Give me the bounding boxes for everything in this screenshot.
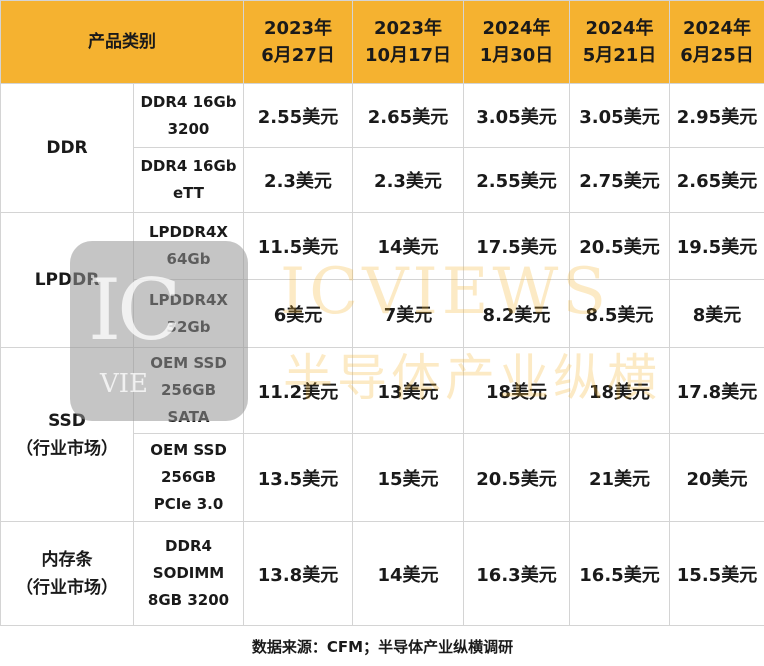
price-cell: 3.05美元 bbox=[464, 84, 570, 148]
price-cell: 6美元 bbox=[244, 280, 353, 348]
price-cell: 2.3美元 bbox=[244, 148, 353, 213]
price-cell: 2.3美元 bbox=[353, 148, 464, 213]
price-cell: 18美元 bbox=[570, 348, 670, 434]
price-cell: 8美元 bbox=[670, 280, 764, 348]
price-cell: 8.2美元 bbox=[464, 280, 570, 348]
header-category: 产品类别 bbox=[1, 1, 244, 84]
price-cell: 8.5美元 bbox=[570, 280, 670, 348]
group-memory-module: 内存条（行业市场） bbox=[1, 522, 134, 626]
price-cell: 20.5美元 bbox=[570, 213, 670, 280]
price-cell: 16.5美元 bbox=[570, 522, 670, 626]
price-cell: 3.05美元 bbox=[570, 84, 670, 148]
price-cell: 20.5美元 bbox=[464, 434, 570, 522]
price-cell: 20美元 bbox=[670, 434, 764, 522]
price-cell: 13美元 bbox=[353, 348, 464, 434]
source-note: 数据来源：CFM；半导体产业纵横调研 bbox=[1, 626, 764, 666]
price-cell: 13.5美元 bbox=[244, 434, 353, 522]
group-lpddr: LPDDR bbox=[1, 213, 134, 348]
price-cell: 18美元 bbox=[464, 348, 570, 434]
price-cell: 14美元 bbox=[353, 213, 464, 280]
price-cell: 17.5美元 bbox=[464, 213, 570, 280]
price-cell: 17.8美元 bbox=[670, 348, 764, 434]
price-cell: 16.3美元 bbox=[464, 522, 570, 626]
price-cell: 15美元 bbox=[353, 434, 464, 522]
price-cell: 2.75美元 bbox=[570, 148, 670, 213]
group-ssd: SSD（行业市场） bbox=[1, 348, 134, 522]
price-cell: 2.55美元 bbox=[244, 84, 353, 148]
price-cell: 14美元 bbox=[353, 522, 464, 626]
footer-row: 数据来源：CFM；半导体产业纵横调研 bbox=[1, 626, 764, 666]
price-cell: 2.65美元 bbox=[670, 148, 764, 213]
price-cell: 7美元 bbox=[353, 280, 464, 348]
price-cell: 11.5美元 bbox=[244, 213, 353, 280]
price-cell: 2.55美元 bbox=[464, 148, 570, 213]
price-cell: 21美元 bbox=[570, 434, 670, 522]
price-cell: 15.5美元 bbox=[670, 522, 764, 626]
price-cell: 2.65美元 bbox=[353, 84, 464, 148]
price-cell: 19.5美元 bbox=[670, 213, 764, 280]
group-ddr: DDR bbox=[1, 84, 134, 213]
price-cell: 11.2美元 bbox=[244, 348, 353, 434]
price-cell: 13.8美元 bbox=[244, 522, 353, 626]
price-cell: 2.95美元 bbox=[670, 84, 764, 148]
